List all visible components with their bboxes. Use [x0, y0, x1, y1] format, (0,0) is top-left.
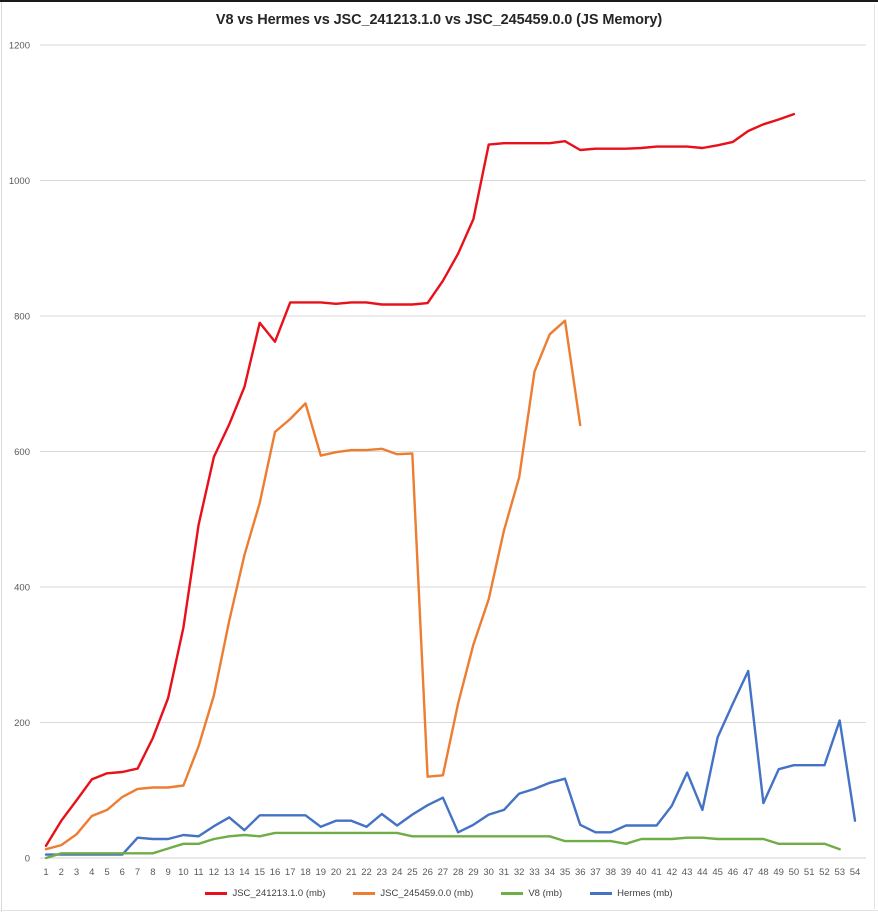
legend-label: JSC_245459.0.0 (mb)	[380, 888, 474, 899]
x-tick-label: 37	[590, 867, 601, 878]
y-tick-label: 600	[14, 447, 30, 458]
x-tick-label: 13	[224, 867, 235, 878]
x-tick-label: 7	[135, 867, 140, 878]
x-tick-label: 21	[346, 867, 357, 878]
x-tick-label: 2	[59, 867, 64, 878]
chart-title: V8 vs Hermes vs JSC_241213.1.0 vs JSC_24…	[215, 12, 663, 28]
x-tick-label: 38	[605, 867, 616, 878]
x-tick-label: 28	[453, 867, 464, 878]
x-tick-label: 16	[270, 867, 281, 878]
x-tick-label: 29	[468, 867, 479, 878]
x-tick-label: 31	[499, 867, 510, 878]
x-tick-label: 26	[422, 867, 433, 878]
legend-swatch-red	[205, 892, 228, 895]
x-tick-label: 14	[239, 867, 250, 878]
x-tick-label: 25	[407, 867, 418, 878]
x-tick-label: 45	[712, 867, 723, 878]
legend-label: Hermes (mb)	[617, 888, 673, 899]
x-tick-label: 18	[300, 867, 311, 878]
legend-item-jsc-245459: JSC_245459.0.0 (mb)	[353, 888, 473, 899]
x-tick-label: 54	[850, 867, 861, 878]
y-tick-label: 1200	[9, 41, 30, 52]
x-tick-label: 12	[209, 867, 220, 878]
y-tick-label: 0	[25, 854, 30, 865]
x-tick-label: 33	[529, 867, 540, 878]
x-tick-label: 36	[575, 867, 586, 878]
left-border	[1, 2, 2, 912]
y-tick-label: 1000	[9, 176, 30, 187]
series-line-jsc-241213-1-0-mb	[44, 112, 796, 847]
legend-label: JSC_241213.1.0 (mb)	[232, 888, 326, 899]
x-tick-label: 19	[315, 867, 326, 878]
y-tick-label: 200	[14, 718, 30, 729]
legend-item-jsc-241213: JSC_241213.1.0 (mb)	[205, 888, 325, 899]
x-tick-label: 4	[89, 867, 94, 878]
legend-item-hermes: Hermes (mb)	[590, 888, 673, 899]
legend-item-v8: V8 (mb)	[501, 888, 562, 899]
legend-label: V8 (mb)	[528, 888, 563, 899]
right-border	[874, 4, 875, 909]
x-tick-label: 5	[104, 867, 109, 878]
series-line-jsc-245459-0-0-mb	[44, 319, 582, 851]
bottom-border	[0, 910, 878, 911]
x-tick-label: 32	[514, 867, 525, 878]
x-tick-label: 20	[331, 867, 342, 878]
y-tick-label: 400	[14, 583, 30, 594]
x-tick-label: 50	[789, 867, 800, 878]
x-tick-label: 6	[120, 867, 125, 878]
x-tick-label: 15	[254, 867, 265, 878]
x-tick-label: 51	[804, 867, 815, 878]
x-tick-label: 23	[377, 867, 388, 878]
series-line-hermes-mb	[44, 669, 857, 856]
x-tick-label: 49	[773, 867, 784, 878]
x-tick-label: 48	[758, 867, 769, 878]
x-tick-label: 8	[150, 867, 155, 878]
x-tick-label: 43	[682, 867, 693, 878]
x-tick-label: 52	[819, 867, 830, 878]
x-tick-label: 24	[392, 867, 403, 878]
x-tick-label: 1	[43, 867, 48, 878]
x-tick-label: 44	[697, 867, 708, 878]
x-tick-label: 34	[544, 867, 555, 878]
x-tick-label: 30	[483, 867, 494, 878]
x-tick-label: 11	[194, 867, 204, 878]
legend-swatch-green	[501, 892, 524, 895]
x-tick-label: 9	[165, 867, 170, 878]
x-tick-label: 40	[636, 867, 647, 878]
x-tick-label: 10	[178, 867, 189, 878]
chart-legend: JSC_241213.1.0 (mb) JSC_245459.0.0 (mb) …	[0, 888, 878, 899]
legend-swatch-orange	[353, 892, 376, 895]
x-tick-label: 46	[728, 867, 739, 878]
x-tick-label: 39	[621, 867, 632, 878]
x-tick-label: 3	[74, 867, 79, 878]
x-tick-label: 27	[438, 867, 449, 878]
legend-swatch-blue	[590, 892, 613, 895]
y-tick-label: 800	[14, 312, 30, 323]
x-tick-label: 17	[285, 867, 296, 878]
x-tick-label: 35	[560, 867, 571, 878]
x-tick-label: 47	[743, 867, 754, 878]
x-tick-label: 42	[667, 867, 678, 878]
series-line-v8-mb	[44, 831, 841, 860]
x-tick-label: 41	[651, 867, 662, 878]
x-tick-label: 53	[834, 867, 845, 878]
top-border	[0, 0, 878, 2]
x-tick-label: 22	[361, 867, 372, 878]
